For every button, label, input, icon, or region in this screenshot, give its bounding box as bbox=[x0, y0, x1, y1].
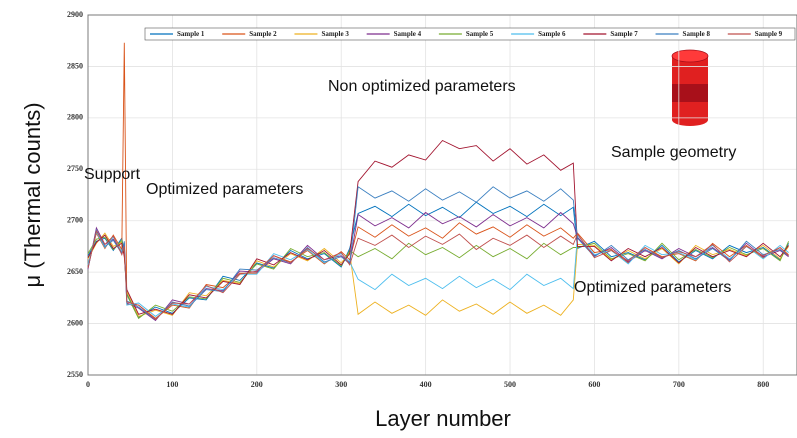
legend-label: Sample 6 bbox=[538, 30, 566, 38]
data-line bbox=[87, 229, 789, 321]
x-tick-label: 800 bbox=[757, 380, 769, 389]
y-axis-title: μ (Thermal counts) bbox=[20, 102, 45, 287]
y-tick-label: 2600 bbox=[67, 318, 83, 327]
legend-box bbox=[144, 27, 796, 41]
data-line bbox=[87, 230, 789, 317]
legend-label: Sample 5 bbox=[466, 30, 494, 38]
legend-label: Sample 3 bbox=[321, 30, 349, 38]
annotation: Optimized parameters bbox=[146, 181, 303, 198]
cylinder-bottom bbox=[672, 114, 708, 126]
cylinder-top bbox=[671, 49, 709, 63]
x-tick-label: 700 bbox=[673, 380, 685, 389]
data-line bbox=[87, 42, 789, 319]
data-line bbox=[87, 139, 789, 315]
x-tick-label: 400 bbox=[420, 380, 432, 389]
x-tick-label: 0 bbox=[86, 380, 90, 389]
legend-label: Sample 7 bbox=[610, 30, 638, 38]
cylinder-band bbox=[672, 84, 708, 102]
legend: Sample 1 Sample 2 Sample 3 Sample 4 Sample 5… bbox=[144, 27, 796, 41]
geometry-icon bbox=[671, 49, 709, 126]
data-line bbox=[87, 232, 789, 317]
legend-label: Sample 4 bbox=[394, 30, 422, 38]
y-tick-label: 2750 bbox=[67, 164, 83, 173]
x-tick-label: 600 bbox=[588, 380, 600, 389]
x-tick-label: 200 bbox=[251, 380, 263, 389]
legend-label: Sample 8 bbox=[683, 30, 711, 38]
x-tick-label: 100 bbox=[166, 380, 178, 389]
data-line bbox=[87, 211, 789, 322]
legend-label: Sample 1 bbox=[177, 30, 205, 38]
data-line bbox=[87, 236, 790, 320]
data-line bbox=[87, 201, 790, 319]
plot-area bbox=[87, 14, 797, 376]
y-tick-label: 2650 bbox=[67, 267, 83, 276]
annotation: Optimized parameters bbox=[574, 279, 731, 296]
y-tick-label: 2800 bbox=[67, 113, 83, 122]
y-tick-label: 2700 bbox=[67, 216, 83, 225]
y-tick-label: 2900 bbox=[67, 10, 83, 19]
x-tick-label: 300 bbox=[335, 380, 347, 389]
y-tick-label: 2550 bbox=[67, 370, 83, 379]
x-tick-label: 500 bbox=[504, 380, 516, 389]
legend-label: Sample 9 bbox=[755, 30, 783, 38]
y-tick-label: 2850 bbox=[67, 61, 83, 70]
annotation: Non optimized parameters bbox=[328, 78, 516, 95]
annotation: Sample geometry bbox=[611, 144, 736, 161]
annotation: Support bbox=[84, 166, 141, 183]
legend-label: Sample 2 bbox=[249, 30, 277, 38]
x-axis-title: Layer number bbox=[375, 406, 511, 431]
